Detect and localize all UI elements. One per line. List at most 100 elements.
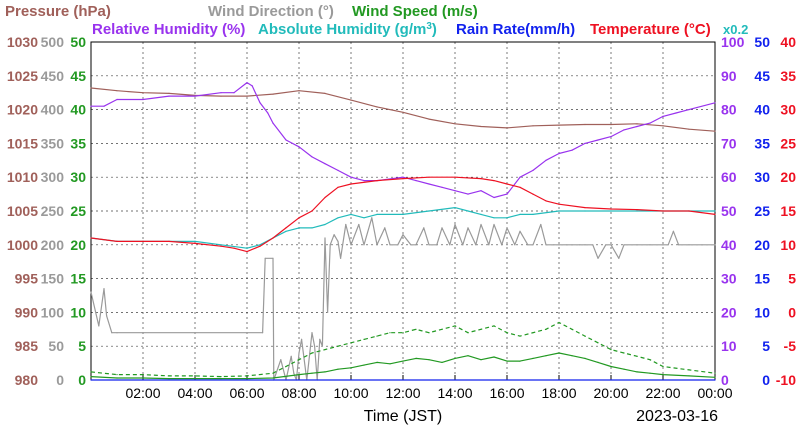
legend-wind-direction: Wind Direction (°) (208, 3, 334, 20)
data-point (701, 244, 703, 246)
data-point (610, 349, 612, 351)
data-point (220, 95, 222, 97)
data-point (116, 240, 118, 242)
data-point (402, 176, 404, 178)
data-point (584, 123, 586, 126)
data-point (623, 129, 625, 131)
data-point (532, 125, 534, 127)
x-tick-label: 08:00 (281, 385, 316, 401)
y-tick-label-temperature: -10 (776, 372, 796, 388)
data-point (714, 376, 716, 378)
data-point (480, 213, 482, 215)
data-point (272, 257, 274, 259)
data-point (480, 359, 482, 361)
data-point (571, 149, 573, 151)
data-point (605, 244, 607, 246)
series-line-wind-speed-m-s (90, 352, 716, 380)
data-point (688, 210, 690, 212)
y-tick-label-temperature: 15 (780, 203, 796, 219)
data-point (636, 355, 638, 357)
data-point (688, 109, 690, 111)
y-tick-label-pressure: 1030 (7, 34, 38, 50)
data-point (337, 345, 339, 347)
data-point (311, 156, 313, 158)
x-axis-label: Time (JST) (364, 408, 443, 425)
data-point (519, 176, 521, 178)
data-point (90, 379, 92, 381)
data-point (610, 365, 612, 368)
data-point (558, 203, 560, 205)
data-point (194, 240, 196, 242)
data-point (272, 372, 274, 374)
data-point (428, 176, 430, 178)
data-point (246, 95, 248, 97)
y-tick-label-temperature: 0 (788, 304, 796, 320)
legend-abs-humidity: Absolute Humidity (g/m3) (258, 21, 437, 38)
y-tick-label-temperature: 10 (780, 237, 796, 253)
y-tick-label-rain-rate: 10 (754, 304, 770, 320)
data-point (194, 375, 196, 377)
y-tick-label-temperature: -5 (784, 338, 797, 354)
y-tick-label-wind-speed: 5 (78, 338, 86, 354)
data-point (597, 139, 599, 141)
data-point (103, 288, 105, 290)
y-tick-label-wind-speed: 10 (70, 304, 86, 320)
x-tick-label: 00:00 (697, 385, 732, 401)
data-point (314, 345, 316, 347)
data-point (519, 213, 521, 215)
data-point (506, 332, 508, 334)
data-point (259, 245, 261, 247)
data-point (623, 368, 625, 370)
data-point (428, 332, 430, 334)
data-point (467, 193, 469, 195)
data-point (506, 360, 508, 362)
data-point (363, 217, 365, 219)
x-tick-label: 16:00 (489, 385, 524, 401)
data-point (90, 376, 92, 378)
data-point (290, 355, 292, 357)
data-point (233, 247, 235, 249)
data-point (553, 244, 555, 246)
data-point (220, 245, 222, 247)
data-point (311, 372, 313, 374)
data-point (480, 178, 482, 180)
abs-humidity-scale-label: x0.2 (723, 22, 748, 37)
y-tick-label-wind-speed: 50 (70, 34, 86, 50)
series-line-wind-speed-gust-m-s (90, 321, 716, 378)
data-point (233, 92, 235, 94)
y-tick-label-wind-direction: 200 (41, 237, 65, 253)
data-point (662, 210, 664, 212)
data-point (662, 115, 664, 117)
data-point (272, 377, 274, 379)
data-point (402, 234, 404, 236)
y-tick-label-wind-speed: 45 (70, 68, 86, 84)
data-point (636, 125, 638, 128)
data-point (636, 123, 638, 125)
y-tick-label-wind-direction: 400 (41, 102, 65, 118)
data-point (142, 98, 144, 101)
data-point (142, 377, 144, 379)
y-tick-label-rain-rate: 45 (754, 68, 770, 84)
data-point (441, 361, 443, 363)
data-point (285, 139, 287, 141)
data-point (584, 210, 586, 212)
data-point (106, 315, 108, 317)
data-point (397, 244, 399, 246)
y-tick-label-wind-direction: 450 (41, 68, 65, 84)
data-point (540, 223, 542, 226)
y-tick-label-wind-direction: 350 (41, 135, 65, 151)
data-point (116, 374, 118, 376)
data-point (462, 244, 464, 246)
data-point (280, 359, 282, 361)
data-point (264, 257, 266, 259)
data-point (584, 335, 586, 337)
data-point (321, 345, 323, 347)
data-point (467, 227, 469, 229)
data-point (350, 367, 352, 369)
data-point (350, 99, 352, 101)
y-tick-label-humidity: 80 (721, 102, 737, 118)
data-point (402, 213, 404, 215)
data-point (298, 146, 300, 148)
data-point (493, 217, 495, 219)
